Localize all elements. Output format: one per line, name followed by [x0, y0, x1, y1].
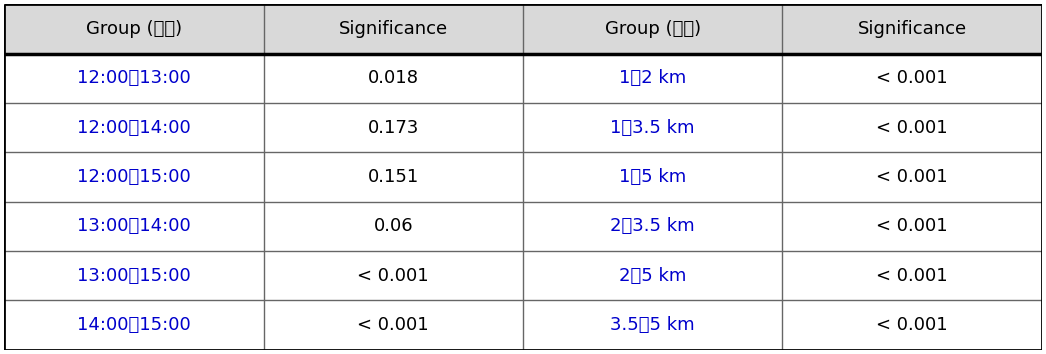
Bar: [523, 4, 782, 53]
Bar: [782, 103, 1042, 152]
Bar: [264, 152, 523, 202]
Text: 14:00～15:00: 14:00～15:00: [77, 316, 190, 334]
Text: 1～3.5 km: 1～3.5 km: [611, 119, 695, 137]
Text: 0.06: 0.06: [373, 217, 413, 235]
Text: Significance: Significance: [339, 20, 448, 38]
Text: Group (고도): Group (고도): [605, 20, 701, 38]
Text: 3.5～5 km: 3.5～5 km: [611, 316, 695, 334]
Text: 13:00～14:00: 13:00～14:00: [77, 217, 190, 235]
Text: < 0.001: < 0.001: [877, 119, 948, 137]
Bar: [4, 103, 264, 152]
Text: 12:00～14:00: 12:00～14:00: [77, 119, 190, 137]
Bar: [523, 202, 782, 251]
Text: < 0.001: < 0.001: [877, 217, 948, 235]
Text: 2～3.5 km: 2～3.5 km: [611, 217, 695, 235]
Bar: [782, 202, 1042, 251]
Text: 12:00～15:00: 12:00～15:00: [77, 168, 190, 186]
Bar: [4, 4, 264, 53]
Text: < 0.001: < 0.001: [877, 69, 948, 87]
Bar: [782, 4, 1042, 53]
Bar: [4, 301, 264, 350]
Bar: [782, 301, 1042, 350]
Bar: [523, 53, 782, 103]
Text: 2～5 km: 2～5 km: [619, 267, 686, 285]
Bar: [782, 152, 1042, 202]
Text: < 0.001: < 0.001: [877, 168, 948, 186]
Text: Significance: Significance: [858, 20, 967, 38]
Bar: [4, 53, 264, 103]
Bar: [523, 251, 782, 301]
Bar: [523, 301, 782, 350]
Bar: [523, 152, 782, 202]
Text: < 0.001: < 0.001: [358, 316, 429, 334]
Bar: [4, 152, 264, 202]
Bar: [264, 103, 523, 152]
Bar: [4, 202, 264, 251]
Bar: [264, 202, 523, 251]
Text: 1～2 km: 1～2 km: [619, 69, 686, 87]
Bar: [782, 251, 1042, 301]
Bar: [264, 301, 523, 350]
Bar: [264, 4, 523, 53]
Text: 0.173: 0.173: [367, 119, 419, 137]
Bar: [782, 53, 1042, 103]
Text: 12:00～13:00: 12:00～13:00: [77, 69, 190, 87]
Text: 0.151: 0.151: [367, 168, 418, 186]
Bar: [264, 53, 523, 103]
Text: < 0.001: < 0.001: [358, 267, 429, 285]
Text: Group (지상): Group (지상): [86, 20, 182, 38]
Bar: [4, 251, 264, 301]
Text: < 0.001: < 0.001: [877, 316, 948, 334]
Bar: [264, 251, 523, 301]
Text: 0.018: 0.018: [368, 69, 418, 87]
Text: 1～5 km: 1～5 km: [619, 168, 686, 186]
Text: < 0.001: < 0.001: [877, 267, 948, 285]
Bar: [523, 103, 782, 152]
Text: 13:00～15:00: 13:00～15:00: [77, 267, 190, 285]
